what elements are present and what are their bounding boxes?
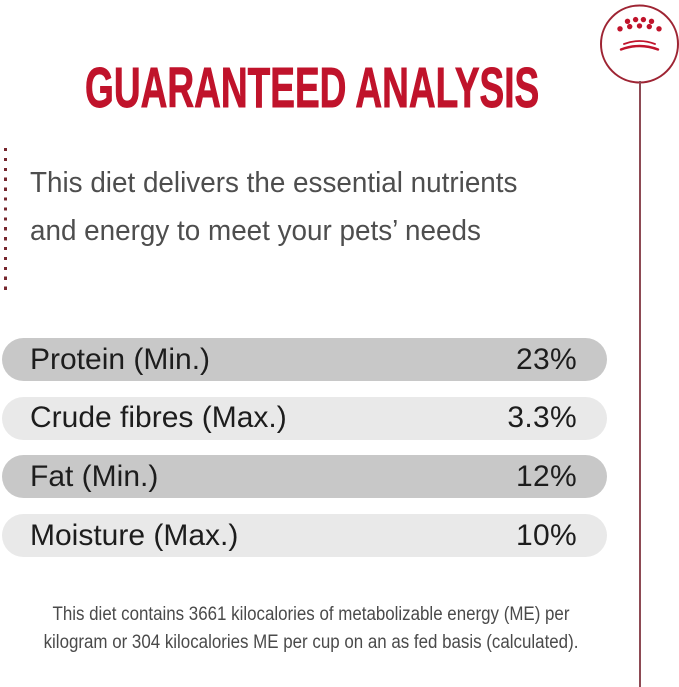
analysis-table: Protein (Min.) 23% Crude fibres (Max.) 3… — [2, 338, 607, 573]
intro-text: This diet delivers the essential nutrien… — [30, 160, 517, 255]
table-row-fat: Fat (Min.) 12% — [2, 455, 607, 499]
nutrient-value: 3.3% — [507, 401, 577, 435]
page-title: GUARANTEED ANALYSIS — [85, 56, 540, 121]
brand-vertical-line — [639, 81, 641, 687]
nutrient-label: Fat (Min.) — [30, 459, 159, 493]
intro-line-1: This diet delivers the essential nutrien… — [30, 167, 518, 199]
table-row-moisture: Moisture (Max.) 10% — [2, 514, 607, 558]
royal-canin-crown-icon — [599, 2, 679, 91]
table-row-protein: Protein (Min.) 23% — [2, 338, 607, 381]
table-row-crude-fibres: Crude fibres (Max.) 3.3% — [2, 396, 607, 440]
dotted-accent-line — [4, 148, 8, 291]
intro-line-2: and energy to meet your pets’ needs — [30, 214, 481, 247]
footer-line-2: kilogram or 304 kilocalories ME per cup … — [43, 631, 579, 653]
nutrient-value: 10% — [516, 518, 577, 552]
nutrient-label: Protein (Min.) — [30, 342, 211, 376]
footer-note: This diet contains 3661 kilocalories of … — [0, 601, 622, 656]
footer-line-1: This diet contains 3661 kilocalories of … — [52, 604, 570, 625]
nutrient-label: Moisture (Max.) — [30, 518, 239, 552]
nutrient-value: 12% — [516, 459, 577, 493]
nutrient-value: 23% — [516, 342, 577, 376]
nutrient-label: Crude fibres (Max.) — [30, 401, 287, 435]
